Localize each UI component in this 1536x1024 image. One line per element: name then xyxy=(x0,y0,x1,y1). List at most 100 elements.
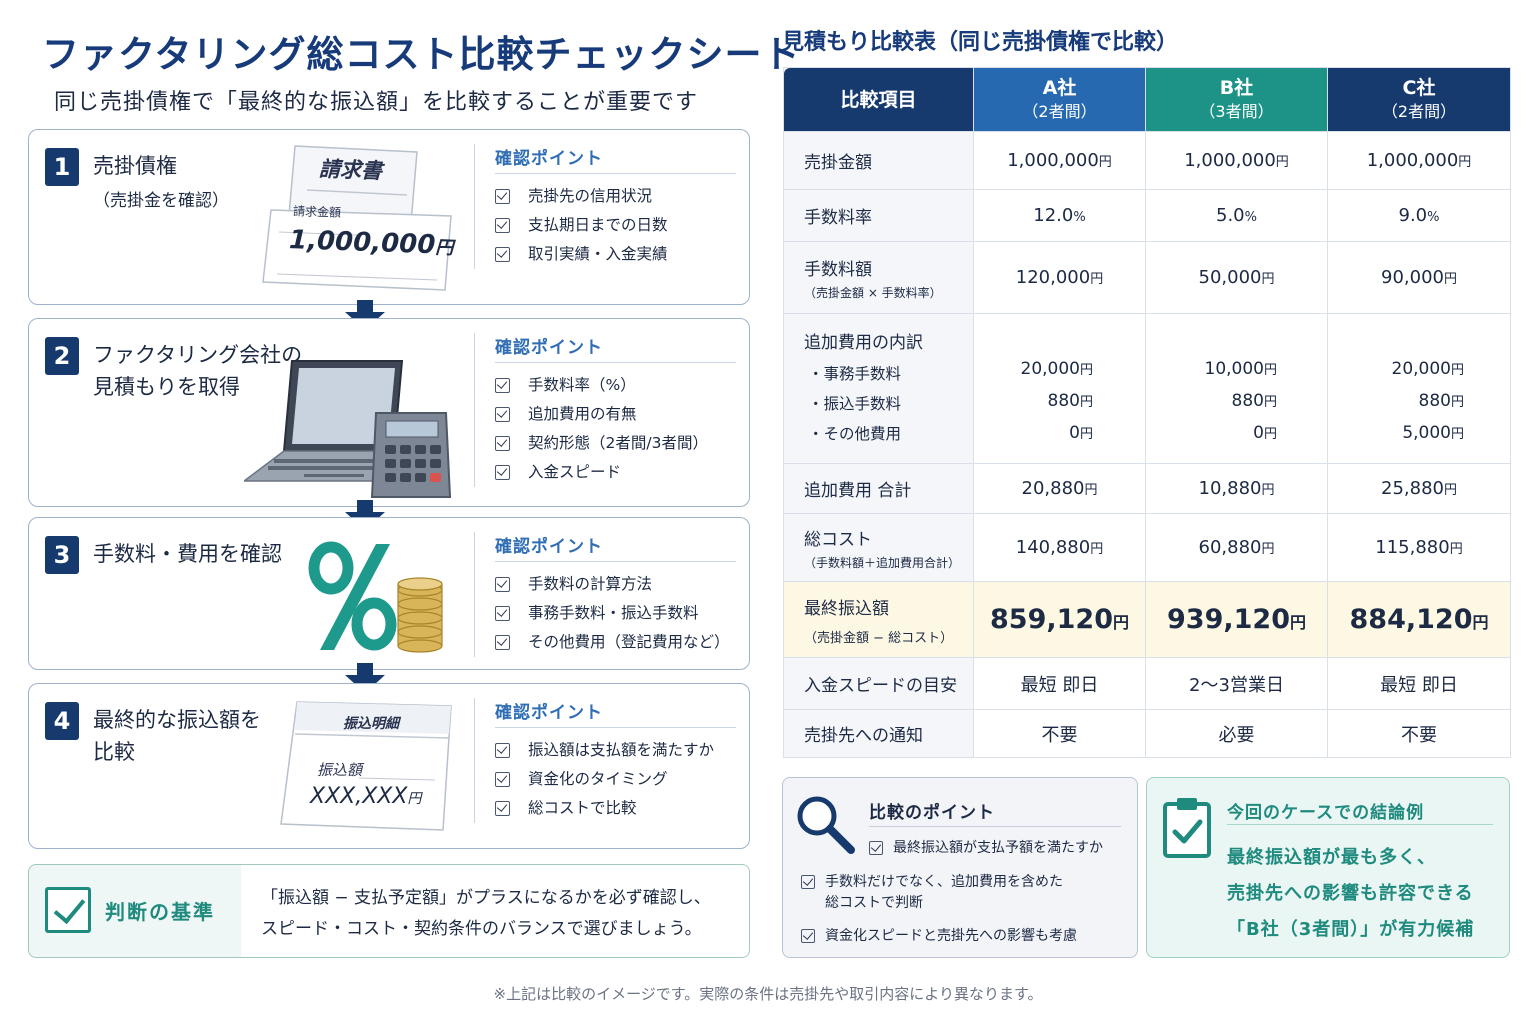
check-points-title: 確認ポイント xyxy=(495,532,736,562)
check-item: 追加費用の有無 xyxy=(495,400,736,429)
criteria-label-area: 判断の基準 xyxy=(29,865,241,957)
table-cell: 25,880円 xyxy=(1327,463,1511,514)
table-cell: 20,000円 880円 0円 xyxy=(973,313,1146,464)
step-subtitle: （売掛金を確認） xyxy=(93,191,229,211)
laptop-calculator-illustration xyxy=(244,360,452,498)
step-title: 最終的な振込額を 比較 xyxy=(93,708,261,764)
final-amount-a: 859,120円 xyxy=(973,581,1146,658)
conclusion-box: 今回のケースでの結論例 最終振込額が最も多く、 売掛先への影響も許容できる 「B… xyxy=(1146,777,1510,958)
percent-coins-illustration xyxy=(308,541,443,653)
checkbox-icon xyxy=(495,189,510,204)
checkbox-icon xyxy=(495,635,510,650)
slip-title: 振込明細 xyxy=(343,716,399,732)
table-row: 追加費用の内訳 ・事務手数料 ・振込手数料 ・その他費用 20,000円 880… xyxy=(783,313,1511,464)
row-label: 追加費用の内訳 ・事務手数料 ・振込手数料 ・その他費用 xyxy=(783,313,974,464)
table-title: 見積もり比較表（同じ売掛債権で比較） xyxy=(782,30,1179,55)
step-3-card: 3 手数料・費用を確認 確認ポイント 手数料の計算方法 事務手数料・振込手数料 … xyxy=(28,517,750,670)
row-label: 売掛先への通知 xyxy=(783,709,974,758)
check-item: 資金化スピードと売掛先への影響も考慮 xyxy=(801,926,1077,947)
check-points: 確認ポイント 手数料の計算方法 事務手数料・振込手数料 その他費用（登記費用など… xyxy=(474,532,736,657)
check-square-icon xyxy=(45,887,91,933)
table-header-row: 比較項目 A社 （2者間） B社 （3者間） C社 （2者間） xyxy=(783,67,1511,132)
checkbox-icon xyxy=(801,875,815,889)
checkbox-icon xyxy=(495,218,510,233)
criteria-label: 判断の基準 xyxy=(105,900,215,924)
check-item: その他費用（登記費用など） xyxy=(495,628,736,657)
row-label: 売掛金額 xyxy=(783,131,974,190)
checkbox-icon xyxy=(801,929,815,943)
check-item: 売掛先の信用状況 xyxy=(495,182,736,211)
table-cell: 不要 xyxy=(973,709,1146,758)
step-2-card: 2 ファクタリング会社の 見積もりを取得 確認ポイント 手数料率（%） 追加費用の… xyxy=(28,318,750,507)
table-cell: 1,000,000円 xyxy=(973,131,1146,190)
check-points: 確認ポイント 振込額は支払額を満たすか 資金化のタイミング 総コストで比較 xyxy=(474,698,736,823)
divider xyxy=(1227,824,1493,825)
arrow-down-icon xyxy=(345,300,385,330)
checkbox-icon xyxy=(495,606,510,621)
check-item: 手数料だけでなく、追加費用を含めた 総コストで判断 xyxy=(801,872,1063,914)
invoice-illustration xyxy=(262,145,452,291)
row-label: 手数料率 xyxy=(783,189,974,242)
checkbox-icon xyxy=(495,465,510,480)
check-item: 振込額は支払額を満たすか xyxy=(495,736,736,765)
table-cell: 必要 xyxy=(1145,709,1328,758)
step-number: 1 xyxy=(45,148,79,186)
invoice-amount: 1,000,000円 xyxy=(288,225,454,261)
table-cell: 最短 即日 xyxy=(973,657,1146,710)
table-row: 手数料率 12.0% 5.0% 9.0% xyxy=(783,189,1511,242)
step-number: 4 xyxy=(45,702,79,740)
arrow-down-icon xyxy=(345,500,385,530)
table-row: 追加費用 合計 20,880円 10,880円 25,880円 xyxy=(783,463,1511,514)
table-row: 入金スピードの目安 最短 即日 2〜3営業日 最短 即日 xyxy=(783,657,1511,710)
checkbox-icon xyxy=(495,772,510,787)
check-item: 契約形態（2者間/3者間） xyxy=(495,429,736,458)
checkbox-icon xyxy=(869,841,883,855)
check-points: 確認ポイント 手数料率（%） 追加費用の有無 契約形態（2者間/3者間） 入金ス… xyxy=(474,333,736,487)
step-number: 2 xyxy=(45,337,79,375)
checkbox-icon xyxy=(495,436,510,451)
step-number: 3 xyxy=(45,536,79,574)
table-cell: 不要 xyxy=(1327,709,1511,758)
invoice-amount-label: 請求金額 xyxy=(292,204,342,220)
footnote: ※上記は比較のイメージです。実際の条件は売掛先や取引内容により異なります。 xyxy=(493,985,1043,1003)
table-cell: 90,000円 xyxy=(1327,241,1511,314)
step-1-card: 1 売掛債権 （売掛金を確認） 請求書 請求金額 1,000,000円 確認ポイ… xyxy=(28,129,750,305)
magnifier-icon xyxy=(797,796,855,854)
invoice-title: 請求書 xyxy=(318,156,383,184)
table-cell: 10,880円 xyxy=(1145,463,1328,514)
conclusion-text: 最終振込額が最も多く、 売掛先への影響も許容できる 「B社（3者間）」が有力候補 xyxy=(1227,847,1475,940)
final-amount-b: 939,120円 xyxy=(1145,581,1328,658)
table-row: 手数料額 （売掛金額 × 手数料率） 120,000円 50,000円 90,00… xyxy=(783,241,1511,314)
check-points-title: 確認ポイント xyxy=(495,698,736,728)
clipboard-check-icon xyxy=(1163,798,1211,858)
table-cell: 9.0% xyxy=(1327,189,1511,242)
check-item: 資金化のタイミング xyxy=(495,765,736,794)
table-cell: 120,000円 xyxy=(973,241,1146,314)
check-item: 手数料率（%） xyxy=(495,371,736,400)
row-label: 手数料額 （売掛金額 × 手数料率） xyxy=(783,241,974,314)
row-label: 追加費用 合計 xyxy=(783,463,974,514)
row-label: 最終振込額 （売掛金額 − 総コスト） xyxy=(783,581,974,658)
checkbox-icon xyxy=(495,247,510,262)
header-company-a: A社 （2者間） xyxy=(973,67,1146,132)
table-cell: 115,880円 xyxy=(1327,513,1511,582)
comparison-points-box: 比較のポイント 最終振込額が支払予額を満たすか 手数料だけでなく、追加費用を含め… xyxy=(782,777,1138,958)
checkbox-icon xyxy=(495,378,510,393)
comparison-points-title: 比較のポイント xyxy=(869,803,995,823)
check-item: 入金スピード xyxy=(495,458,736,487)
final-amount-c: 884,120円 xyxy=(1327,581,1511,658)
table-cell: 10,000円 880円 0円 xyxy=(1145,313,1328,464)
table-cell: 5.0% xyxy=(1145,189,1328,242)
step-title: ファクタリング会社の 見積もりを取得 xyxy=(93,343,303,399)
table-row: 売掛金額 1,000,000円 1,000,000円 1,000,000円 xyxy=(783,131,1511,190)
header-label: 比較項目 xyxy=(783,67,974,132)
transfer-slip-illustration xyxy=(280,701,452,831)
slip-amount-label: 振込額 xyxy=(317,761,363,779)
header-company-c: C社 （2者間） xyxy=(1327,67,1511,132)
comparison-table: 比較項目 A社 （2者間） B社 （3者間） C社 （2者間） 売掛金額 1,000,… xyxy=(783,67,1511,758)
table-cell: 2〜3営業日 xyxy=(1145,657,1328,710)
final-amount-row: 最終振込額 （売掛金額 − 総コスト） 859,120円 939,120円 884… xyxy=(783,581,1511,658)
table-cell: 20,000円 880円 5,000円 xyxy=(1327,313,1511,464)
step-4-card: 4 最終的な振込額を 比較 振込明細 振込額 XXX,XXX円 確認ポイント 振込… xyxy=(28,683,750,849)
step-title: 手数料・費用を確認 xyxy=(93,542,282,566)
